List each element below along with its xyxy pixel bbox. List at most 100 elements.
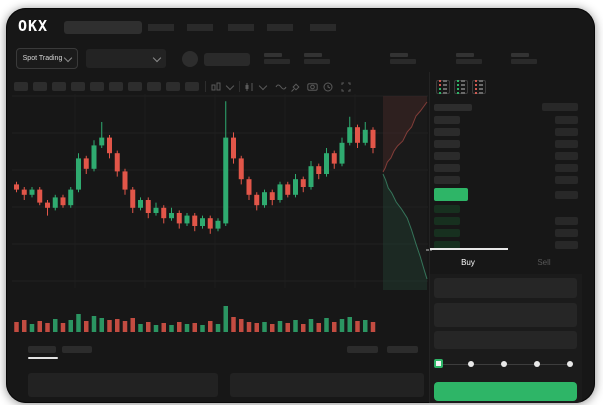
toolbar-chip[interactable] bbox=[90, 82, 104, 91]
trade-tabs: Buy Sell bbox=[430, 250, 582, 274]
price-field[interactable] bbox=[434, 278, 577, 298]
ask-price-placeholder bbox=[434, 140, 460, 148]
toolbar-chip[interactable] bbox=[128, 82, 142, 91]
interval-icon[interactable] bbox=[245, 81, 255, 92]
order-book-row[interactable] bbox=[430, 174, 582, 186]
order-book-row[interactable] bbox=[430, 138, 582, 150]
tab-sell[interactable]: Sell bbox=[537, 257, 551, 267]
amount-field[interactable] bbox=[434, 303, 577, 327]
toolbar-chip[interactable] bbox=[147, 82, 161, 91]
order-book[interactable] bbox=[430, 100, 582, 251]
stat-value-placeholder bbox=[304, 59, 330, 64]
toolbar-divider bbox=[205, 81, 206, 92]
order-book-row[interactable] bbox=[430, 227, 582, 239]
bid-price-placeholder bbox=[434, 241, 460, 249]
depth-amount-placeholder bbox=[542, 103, 578, 111]
toolbar-chip[interactable] bbox=[166, 82, 180, 91]
total-field[interactable] bbox=[434, 331, 577, 349]
last-price-highlight bbox=[434, 188, 468, 201]
toolbar-chip[interactable] bbox=[14, 82, 28, 91]
order-book-row[interactable] bbox=[430, 215, 582, 227]
caret-down-icon bbox=[64, 53, 73, 62]
caret-down-icon[interactable] bbox=[225, 81, 235, 92]
chart-setting-item[interactable] bbox=[347, 346, 378, 353]
order-book-row[interactable] bbox=[430, 100, 582, 114]
search-input[interactable] bbox=[64, 21, 142, 34]
order-book-row[interactable] bbox=[430, 239, 582, 251]
caret-down-icon[interactable] bbox=[258, 81, 268, 92]
slider-step-dot[interactable] bbox=[501, 361, 507, 367]
slider-step-dot[interactable] bbox=[534, 361, 540, 367]
asks-book-icon[interactable] bbox=[472, 80, 486, 94]
depth-amount-placeholder bbox=[555, 229, 578, 237]
toolbar-divider bbox=[239, 81, 240, 92]
slider-step-dot[interactable] bbox=[468, 361, 474, 367]
nav-item[interactable] bbox=[310, 24, 336, 31]
nav-item[interactable] bbox=[187, 24, 213, 31]
market-type-label: Spot Trading bbox=[22, 55, 63, 62]
toolbar-chip[interactable] bbox=[109, 82, 123, 91]
order-book-row[interactable] bbox=[430, 203, 582, 215]
draw-brush-icon[interactable] bbox=[291, 81, 301, 92]
stat-value-placeholder bbox=[456, 59, 482, 64]
assets-panel-placeholder bbox=[230, 373, 424, 397]
stat-label-placeholder bbox=[511, 53, 529, 57]
combined-book-icon[interactable] bbox=[436, 80, 450, 94]
toolbar-chip[interactable] bbox=[33, 82, 47, 91]
camera-icon[interactable] bbox=[307, 81, 318, 92]
stat-label-placeholder bbox=[264, 53, 282, 57]
depth-amount-placeholder bbox=[555, 190, 578, 199]
chart-tab[interactable] bbox=[62, 346, 92, 353]
depth-amount-placeholder bbox=[555, 140, 578, 148]
order-book-row[interactable] bbox=[430, 126, 582, 138]
bid-price-placeholder bbox=[434, 205, 460, 213]
chart-style-icon[interactable] bbox=[211, 81, 222, 92]
header-price-placeholder bbox=[434, 103, 472, 111]
clock-icon[interactable] bbox=[323, 81, 333, 92]
price-chart[interactable] bbox=[12, 94, 432, 338]
toolbar-chip[interactable] bbox=[185, 82, 199, 91]
nav-item[interactable] bbox=[228, 24, 254, 31]
bid-price-placeholder bbox=[434, 217, 460, 225]
ask-price-placeholder bbox=[434, 152, 460, 160]
panel-divider bbox=[429, 72, 430, 403]
pair-selector[interactable] bbox=[86, 49, 166, 68]
buy-submit-button[interactable] bbox=[434, 382, 577, 401]
stat-label-placeholder bbox=[304, 53, 322, 57]
slider-step-dot[interactable] bbox=[567, 361, 573, 367]
chart-setting-item[interactable] bbox=[387, 346, 418, 353]
ask-price-placeholder bbox=[434, 164, 460, 172]
indicator-wave-icon[interactable] bbox=[275, 81, 287, 92]
stat-value-placeholder bbox=[264, 59, 290, 64]
nav-item[interactable] bbox=[267, 24, 293, 31]
fullscreen-icon[interactable] bbox=[341, 81, 351, 92]
ticker-stat bbox=[511, 53, 537, 64]
bid-price-placeholder bbox=[434, 229, 460, 237]
ticker-stat bbox=[264, 53, 290, 64]
okx-logo[interactable]: OKX bbox=[18, 17, 49, 35]
ask-price-placeholder bbox=[434, 128, 460, 136]
ticker-stat bbox=[456, 53, 482, 64]
caret-down-icon bbox=[152, 53, 162, 62]
buy-tab-indicator bbox=[430, 248, 508, 250]
depth-amount-placeholder bbox=[555, 128, 578, 136]
orders-panel-placeholder bbox=[28, 373, 218, 397]
order-book-row[interactable] bbox=[430, 150, 582, 162]
chart-tab-active[interactable] bbox=[28, 346, 56, 353]
order-book-row[interactable] bbox=[430, 162, 582, 174]
depth-amount-placeholder bbox=[555, 241, 578, 249]
market-type-selector[interactable]: Spot Trading bbox=[16, 48, 78, 69]
toolbar-chip[interactable] bbox=[52, 82, 66, 91]
ticker-stat bbox=[304, 53, 330, 64]
last-price-row[interactable] bbox=[430, 186, 582, 203]
depth-amount-placeholder bbox=[555, 116, 578, 124]
nav-item[interactable] bbox=[148, 24, 174, 31]
bids-book-icon[interactable] bbox=[454, 80, 468, 94]
toolbar-chip[interactable] bbox=[71, 82, 85, 91]
tab-buy[interactable]: Buy bbox=[461, 257, 475, 267]
pair-name-placeholder bbox=[204, 53, 250, 66]
order-book-row[interactable] bbox=[430, 114, 582, 126]
depth-amount-placeholder bbox=[555, 164, 578, 172]
depth-amount-placeholder bbox=[555, 217, 578, 225]
slider-handle[interactable] bbox=[434, 359, 443, 368]
